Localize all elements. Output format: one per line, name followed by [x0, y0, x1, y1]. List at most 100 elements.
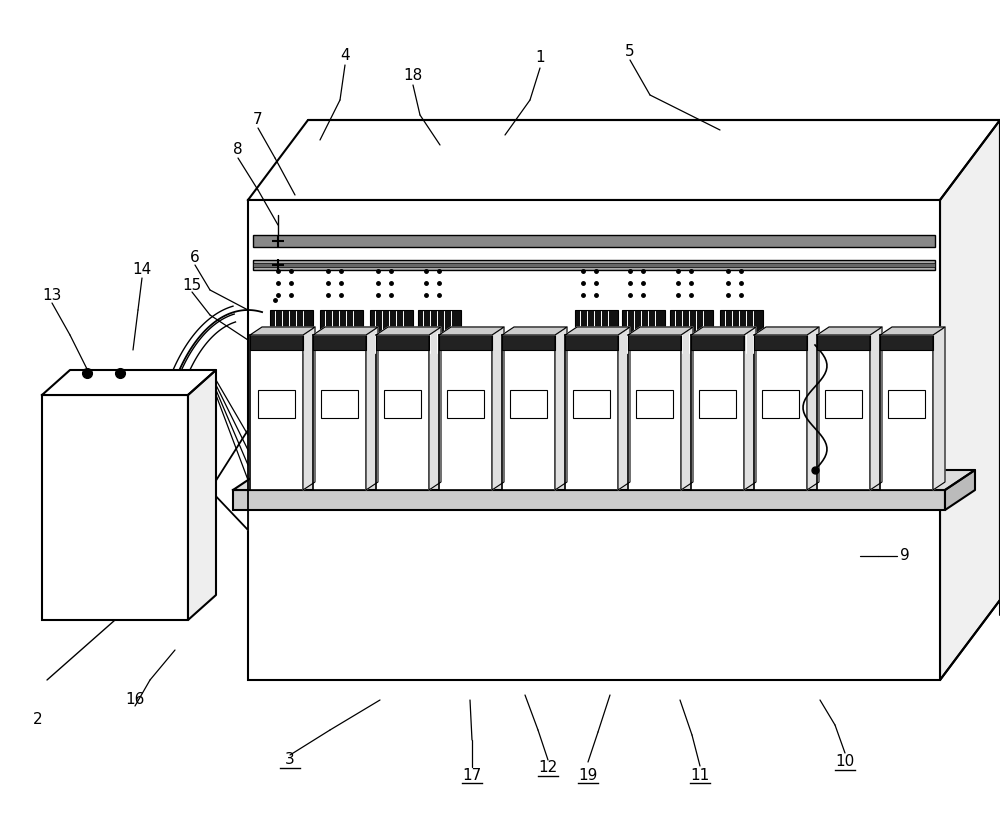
Polygon shape — [628, 327, 693, 335]
Bar — [880, 335, 933, 490]
Bar — [447, 390, 484, 418]
Polygon shape — [429, 327, 441, 490]
Polygon shape — [691, 327, 756, 335]
Bar — [720, 390, 780, 445]
Bar — [720, 332, 763, 354]
Text: 19: 19 — [578, 768, 598, 783]
Polygon shape — [439, 327, 504, 335]
Bar — [233, 490, 945, 510]
Bar — [320, 332, 363, 354]
Bar — [636, 390, 673, 418]
Bar — [793, 390, 853, 445]
Bar — [575, 390, 635, 445]
Polygon shape — [880, 327, 945, 335]
Bar — [622, 310, 665, 331]
Text: 13: 13 — [42, 287, 62, 303]
Bar — [485, 390, 545, 445]
Polygon shape — [233, 470, 975, 490]
Bar — [510, 390, 547, 418]
Bar — [418, 332, 461, 354]
Bar — [376, 335, 429, 490]
Bar — [248, 200, 940, 680]
Polygon shape — [807, 327, 819, 490]
Bar — [817, 335, 870, 350]
Bar — [817, 335, 870, 490]
Polygon shape — [248, 120, 1000, 200]
Bar — [622, 332, 665, 354]
Text: 6: 6 — [190, 251, 200, 265]
Bar — [565, 335, 618, 350]
Polygon shape — [945, 470, 975, 510]
Polygon shape — [565, 327, 630, 335]
Bar — [313, 335, 366, 350]
Bar — [270, 332, 313, 354]
Bar — [418, 310, 461, 331]
Bar — [370, 332, 413, 354]
Bar — [439, 335, 492, 350]
Polygon shape — [555, 327, 567, 490]
Bar — [628, 335, 681, 350]
Bar — [384, 390, 421, 418]
Polygon shape — [870, 327, 882, 490]
Polygon shape — [376, 327, 441, 335]
Bar — [720, 310, 763, 331]
Bar — [250, 335, 303, 350]
Bar — [42, 395, 188, 620]
Bar — [321, 390, 358, 418]
Text: 18: 18 — [403, 68, 423, 82]
Bar — [502, 335, 555, 490]
Bar — [502, 335, 555, 350]
Text: 10: 10 — [835, 755, 855, 769]
Polygon shape — [492, 327, 504, 490]
Bar — [439, 335, 492, 490]
Polygon shape — [933, 327, 945, 490]
Bar — [670, 332, 713, 354]
Bar — [691, 335, 744, 490]
Polygon shape — [366, 327, 378, 490]
Polygon shape — [250, 327, 315, 335]
Text: 14: 14 — [132, 263, 152, 277]
Bar — [313, 335, 366, 490]
Text: 11: 11 — [690, 768, 710, 783]
Bar — [565, 335, 618, 490]
Bar — [825, 390, 862, 418]
Text: 8: 8 — [233, 143, 243, 157]
Polygon shape — [303, 327, 315, 490]
Bar — [573, 390, 610, 418]
Bar — [413, 390, 473, 445]
Polygon shape — [681, 327, 693, 490]
Polygon shape — [618, 327, 630, 490]
Text: 17: 17 — [462, 768, 482, 783]
Bar — [670, 310, 713, 331]
Bar — [880, 335, 933, 350]
Polygon shape — [313, 327, 378, 335]
Bar — [258, 390, 295, 418]
Polygon shape — [502, 327, 567, 335]
Polygon shape — [754, 327, 819, 335]
Text: 4: 4 — [340, 47, 350, 63]
Polygon shape — [940, 120, 1000, 680]
Bar — [888, 390, 925, 418]
Bar — [370, 310, 413, 331]
Bar — [754, 335, 807, 490]
Text: 16: 16 — [125, 693, 145, 707]
Bar — [250, 335, 303, 490]
Bar — [575, 310, 618, 331]
Bar — [253, 235, 935, 247]
Bar — [691, 335, 744, 350]
Bar — [320, 310, 363, 331]
Bar — [253, 260, 935, 270]
Text: 1: 1 — [535, 51, 545, 65]
Bar — [342, 390, 402, 445]
Bar — [253, 263, 935, 267]
Text: 3: 3 — [285, 752, 295, 768]
Polygon shape — [188, 370, 216, 620]
Text: 2: 2 — [33, 712, 43, 728]
Text: 9: 9 — [900, 548, 910, 562]
Bar — [648, 390, 708, 445]
Text: 7: 7 — [253, 113, 263, 127]
Text: 12: 12 — [538, 761, 558, 775]
Bar — [270, 310, 313, 331]
Polygon shape — [817, 327, 882, 335]
Polygon shape — [210, 430, 248, 530]
